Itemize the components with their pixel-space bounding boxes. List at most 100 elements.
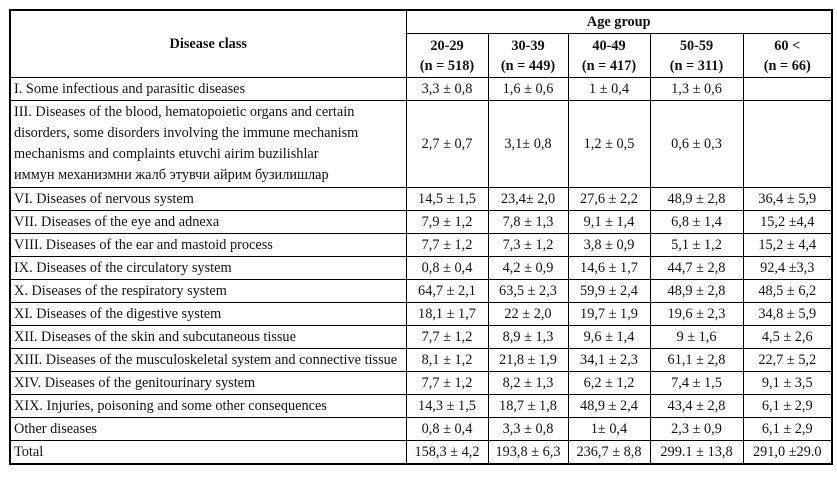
value-cell: 7,4 ± 1,5: [649, 371, 744, 395]
age-column-header: 30-39 (n = 449): [487, 33, 569, 78]
value-cell: 6,1 ± 2,9: [742, 417, 833, 441]
value-cell: 0,8 ± 0,4: [405, 256, 489, 280]
value-cell: 236,7 ± 8,8: [567, 440, 651, 465]
age-range-label: 20-29: [430, 37, 464, 54]
sample-size-label: (n = 449): [500, 57, 556, 74]
value-cell: 18,1 ± 1,7: [405, 302, 489, 326]
value-cell: [742, 100, 833, 188]
value-cell: 22 ± 2,0: [487, 302, 569, 326]
age-column-header: 50-59 (n = 311): [649, 33, 744, 78]
value-cell: 92,4 ±3,3: [742, 256, 833, 280]
value-cell: 6,8 ± 1,4: [649, 210, 744, 234]
table-row: X. Diseases of the respiratory system 64,…: [9, 279, 833, 303]
table-row: XI. Diseases of the digestive system 18,1…: [9, 302, 833, 326]
disease-by-age-table: Disease class Age group 20-29 (n = 518) 30…: [9, 9, 834, 465]
table-row: Total 158,3 ± 4,2 193,8 ± 6,3 236,7 ± 8,8 29…: [9, 440, 833, 465]
value-cell: 3,8 ± 0,9: [567, 233, 651, 257]
age-group-header: Age group: [405, 9, 833, 34]
value-cell: 36,4 ± 5,9: [742, 187, 833, 211]
disease-class-cell: VII. Diseases of the eye and adnexa: [9, 210, 407, 234]
value-cell: 7,3 ± 1,2: [487, 233, 569, 257]
table-row: IX. Diseases of the circulatory system 0,…: [9, 256, 833, 280]
table-row: VI. Diseases of nervous system 14,5 ± 1,5…: [9, 187, 833, 211]
disease-class-cell: X. Diseases of the respiratory system: [9, 279, 407, 303]
value-cell: 8,1 ± 1,2: [405, 348, 489, 372]
disease-class-cell: IX. Diseases of the circulatory system: [9, 256, 407, 280]
table-row: VII. Diseases of the eye and adnexa 7,9 ±…: [9, 210, 833, 234]
value-cell: 14,5 ± 1,5: [405, 187, 489, 211]
value-cell: 2,7 ± 0,7: [405, 100, 489, 188]
header-row-age-group: Disease class Age group: [9, 9, 833, 78]
value-cell: 1,6 ± 0,6: [487, 77, 569, 101]
disease-class-cell: XI. Diseases of the digestive system: [9, 302, 407, 326]
disease-class-cell: VIII. Diseases of the ear and mastoid pr…: [9, 233, 407, 257]
value-cell: 7,7 ± 1,2: [405, 233, 489, 257]
value-cell: 44,7 ± 2,8: [649, 256, 744, 280]
disease-class-cell: Total: [9, 440, 407, 465]
value-cell: 6,2 ± 1,2: [567, 371, 651, 395]
value-cell: 19,6 ± 2,3: [649, 302, 744, 326]
value-cell: 15,2 ± 4,4: [742, 233, 833, 257]
value-cell: 21,8 ± 1,9: [487, 348, 569, 372]
disease-class-cell: XIV. Diseases of the genitourinary syste…: [9, 371, 407, 395]
table-row: XIX. Injuries, poisoning and some other …: [9, 394, 833, 418]
value-cell: 34,1 ± 2,3: [567, 348, 651, 372]
table-header: Disease class Age group 20-29 (n = 518) 30…: [9, 9, 833, 78]
value-cell: 22,7 ± 5,2: [742, 348, 833, 372]
value-cell: 15,2 ±4,4: [742, 210, 833, 234]
table-row: XIII. Diseases of the musculoskeletal sy…: [9, 348, 833, 372]
table-body: I. Some infectious and parasitic disease…: [9, 77, 833, 465]
value-cell: 64,7 ± 2,1: [405, 279, 489, 303]
value-cell: 3,1± 0,8: [487, 100, 569, 188]
table-row: Other diseases 0,8 ± 0,4 3,3 ± 0,8 1± 0,4 2,…: [9, 417, 833, 441]
table-row: XIV. Diseases of the genitourinary syste…: [9, 371, 833, 395]
age-range-label: 30-39: [511, 37, 545, 54]
value-cell: 4,2 ± 0,9: [487, 256, 569, 280]
document-page: Disease class Age group 20-29 (n = 518) 30…: [9, 9, 834, 465]
disease-class-cell: Other diseases: [9, 417, 407, 441]
disease-class-cell: III. Diseases of the blood, hematopoieti…: [9, 100, 407, 188]
disease-class-cell: XII. Diseases of the skin and subcutaneo…: [9, 325, 407, 349]
value-cell: 48,9 ± 2,8: [649, 187, 744, 211]
value-cell: 43,4 ± 2,8: [649, 394, 744, 418]
value-cell: 158,3 ± 4,2: [405, 440, 489, 465]
age-range-label: 50-59: [679, 37, 714, 54]
value-cell: 9,6 ± 1,4: [567, 325, 651, 349]
table-row: VIII. Diseases of the ear and mastoid pr…: [9, 233, 833, 257]
value-cell: 48,9 ± 2,4: [567, 394, 651, 418]
header-row-age-columns: 20-29 (n = 518) 30-39 (n = 449) 40-49 (n = 41…: [10, 33, 833, 78]
value-cell: 61,1 ± 2,8: [649, 348, 744, 372]
value-cell: 1 ± 0,4: [567, 77, 651, 101]
value-cell: 7,9 ± 1,2: [405, 210, 489, 234]
value-cell: 0,6 ± 0,3: [649, 100, 744, 188]
sample-size-label: (n = 311): [669, 57, 724, 74]
disease-class-line: disorders, some disorders involving the …: [14, 125, 359, 141]
age-column-header: 20-29 (n = 518): [405, 33, 489, 78]
sample-size-label: (n = 518): [419, 57, 475, 74]
age-range-label: 60 <: [774, 37, 801, 54]
disease-class-cell: VI. Diseases of nervous system: [9, 187, 407, 211]
value-cell: 8,9 ± 1,3: [487, 325, 569, 349]
value-cell: 1± 0,4: [567, 417, 651, 441]
value-cell: 34,8 ± 5,9: [742, 302, 833, 326]
value-cell: 14,6 ± 1,7: [567, 256, 651, 280]
value-cell: 3,3 ± 0,8: [487, 417, 569, 441]
value-cell: 299.1 ± 13,8: [649, 440, 744, 465]
value-cell: 7,7 ± 1,2: [405, 371, 489, 395]
table-row: XII. Diseases of the skin and subcutaneo…: [9, 325, 833, 349]
value-cell: 0,8 ± 0,4: [405, 417, 489, 441]
value-cell: 2,3 ± 0,9: [649, 417, 744, 441]
value-cell: 48,5 ± 6,2: [742, 279, 833, 303]
value-cell: 19,7 ± 1,9: [567, 302, 651, 326]
age-range-label: 40-49: [592, 37, 626, 54]
value-cell: 9,1 ± 1,4: [567, 210, 651, 234]
value-cell: 5,1 ± 1,2: [649, 233, 744, 257]
value-cell: 193,8 ± 6,3: [487, 440, 569, 465]
disease-class-cell: XIX. Injuries, poisoning and some other …: [9, 394, 407, 418]
value-cell: 1,2 ± 0,5: [567, 100, 651, 188]
table-row: I. Some infectious and parasitic disease…: [9, 77, 833, 101]
disease-class-cell: I. Some infectious and parasitic disease…: [9, 77, 407, 101]
disease-class-line: mechanisms and complaints etuvchi airim …: [14, 146, 319, 162]
disease-class-header: Disease class: [9, 9, 407, 78]
age-column-header: 40-49 (n = 417): [567, 33, 651, 78]
